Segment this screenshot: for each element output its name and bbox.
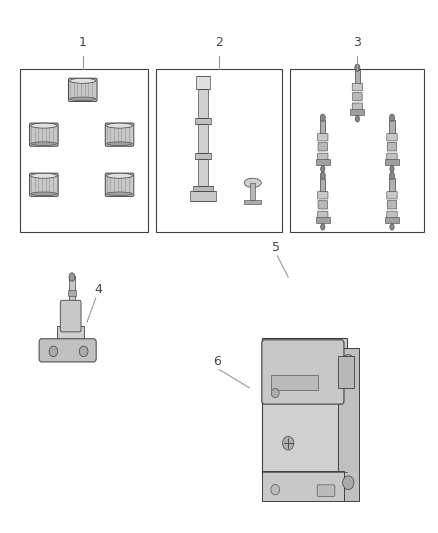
- FancyBboxPatch shape: [387, 200, 397, 209]
- Bar: [251, 183, 255, 200]
- Ellipse shape: [390, 166, 394, 172]
- Ellipse shape: [321, 166, 325, 172]
- FancyBboxPatch shape: [105, 123, 134, 146]
- Bar: [338, 356, 354, 388]
- Bar: [68, 290, 76, 295]
- Ellipse shape: [355, 116, 360, 122]
- Circle shape: [271, 389, 279, 398]
- Bar: [290, 69, 424, 232]
- FancyBboxPatch shape: [317, 485, 335, 496]
- Ellipse shape: [31, 142, 57, 146]
- Ellipse shape: [31, 123, 57, 128]
- Bar: [389, 178, 395, 192]
- Text: 4: 4: [94, 283, 102, 296]
- FancyBboxPatch shape: [387, 142, 397, 151]
- FancyBboxPatch shape: [39, 339, 96, 362]
- FancyBboxPatch shape: [318, 191, 328, 199]
- Ellipse shape: [106, 173, 133, 178]
- Ellipse shape: [70, 97, 96, 101]
- Text: 2: 2: [215, 36, 223, 49]
- Bar: [355, 70, 360, 85]
- Circle shape: [49, 346, 58, 357]
- Circle shape: [343, 476, 354, 490]
- Bar: [389, 120, 395, 135]
- Circle shape: [283, 437, 294, 450]
- Ellipse shape: [355, 64, 360, 71]
- Ellipse shape: [320, 172, 325, 180]
- FancyBboxPatch shape: [318, 211, 328, 220]
- Circle shape: [343, 354, 354, 368]
- Text: 1: 1: [79, 36, 87, 49]
- FancyBboxPatch shape: [318, 134, 328, 141]
- Bar: [198, 124, 208, 153]
- Bar: [320, 178, 325, 192]
- Circle shape: [79, 346, 88, 357]
- Circle shape: [271, 484, 279, 495]
- FancyBboxPatch shape: [262, 340, 344, 404]
- Ellipse shape: [106, 123, 133, 128]
- Text: 5: 5: [272, 241, 280, 254]
- FancyBboxPatch shape: [352, 103, 363, 111]
- FancyBboxPatch shape: [318, 142, 328, 151]
- Text: 3: 3: [353, 36, 361, 49]
- Ellipse shape: [320, 114, 325, 122]
- Bar: [198, 159, 208, 186]
- FancyBboxPatch shape: [30, 173, 58, 196]
- Ellipse shape: [321, 224, 325, 230]
- Bar: [350, 109, 364, 115]
- Ellipse shape: [31, 192, 57, 196]
- FancyBboxPatch shape: [387, 211, 397, 220]
- FancyBboxPatch shape: [68, 78, 97, 101]
- FancyBboxPatch shape: [60, 300, 81, 332]
- Bar: [271, 375, 318, 391]
- FancyBboxPatch shape: [387, 191, 397, 199]
- FancyBboxPatch shape: [352, 84, 363, 91]
- FancyBboxPatch shape: [387, 153, 397, 161]
- Bar: [20, 69, 148, 232]
- FancyBboxPatch shape: [105, 173, 134, 196]
- Bar: [385, 159, 399, 165]
- Bar: [244, 200, 261, 204]
- Ellipse shape: [70, 78, 96, 83]
- FancyBboxPatch shape: [353, 92, 362, 101]
- Bar: [194, 186, 212, 191]
- Bar: [262, 471, 344, 501]
- Ellipse shape: [31, 173, 57, 178]
- Ellipse shape: [69, 273, 75, 281]
- Text: 6: 6: [213, 355, 221, 368]
- Ellipse shape: [390, 224, 394, 230]
- Ellipse shape: [106, 192, 133, 196]
- Bar: [69, 276, 74, 305]
- Ellipse shape: [106, 142, 133, 146]
- Bar: [196, 76, 210, 89]
- Ellipse shape: [244, 178, 261, 188]
- Bar: [190, 191, 216, 200]
- Ellipse shape: [389, 172, 395, 180]
- Bar: [198, 89, 208, 118]
- Bar: [385, 217, 399, 223]
- Bar: [320, 120, 325, 135]
- Bar: [156, 69, 282, 232]
- Bar: [316, 159, 330, 165]
- Bar: [57, 326, 84, 345]
- FancyBboxPatch shape: [318, 153, 328, 161]
- FancyBboxPatch shape: [318, 200, 328, 209]
- Bar: [262, 338, 346, 475]
- Ellipse shape: [389, 114, 395, 122]
- Bar: [338, 348, 359, 501]
- Bar: [316, 217, 330, 223]
- Bar: [195, 118, 211, 124]
- Bar: [195, 153, 211, 159]
- FancyBboxPatch shape: [387, 134, 397, 141]
- FancyBboxPatch shape: [30, 123, 58, 146]
